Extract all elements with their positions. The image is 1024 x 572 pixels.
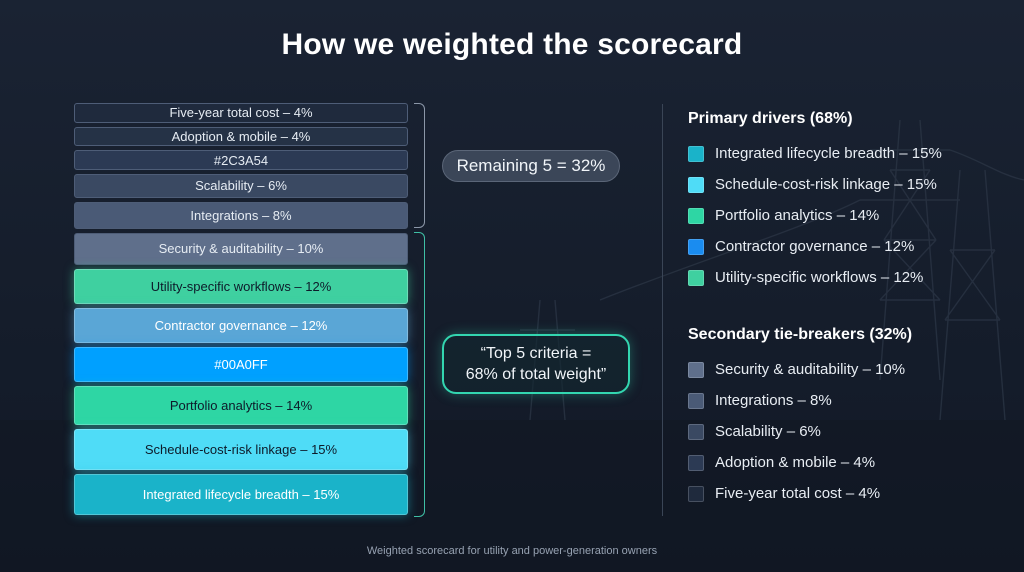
stack-segment: Contractor governance – 12%	[74, 307, 408, 343]
legend-label: Portfolio analytics – 14%	[715, 207, 880, 224]
legend-label: Integrated lifecycle breadth – 15%	[715, 145, 942, 162]
stack-segment: Adoption & mobile – 4%	[74, 126, 408, 147]
legend-item: Scalability – 6%	[688, 423, 821, 440]
stacked-weight-bar: Five-year total cost – 4% Adoption & mobi…	[0, 0, 420, 530]
legend-swatch	[688, 207, 704, 224]
stack-segment: #2C3A54	[74, 150, 408, 171]
stack-segment: #00A0FF	[74, 346, 408, 383]
legend-swatch	[688, 392, 704, 409]
legend-item: Contractor governance – 12%	[688, 238, 914, 255]
legend-label: Adoption & mobile – 4%	[715, 454, 876, 471]
legend-swatch	[688, 238, 704, 255]
top5-callout-line-2: 68% of total weight”	[465, 366, 607, 383]
legend-swatch	[688, 485, 704, 502]
stack-segment: Scalability – 6%	[74, 174, 408, 198]
legend-item: Five-year total cost – 4%	[688, 485, 880, 502]
stack-segment: Portfolio analytics – 14%	[74, 386, 408, 426]
legend-swatch	[688, 176, 704, 193]
footer-caption: Weighted scorecard for utility and power…	[366, 545, 658, 557]
legend-swatch	[688, 454, 704, 471]
legend-label: Schedule-cost-risk linkage – 15%	[715, 176, 937, 193]
legend-label: Scalability – 6%	[715, 423, 821, 440]
legend-item: Utility-specific workflows – 12%	[688, 269, 923, 286]
stack-segment: Integrated lifecycle breadth – 15%	[74, 474, 408, 515]
legend-primary-heading: Primary drivers (68%)	[688, 110, 853, 127]
remaining-callout: Remaining 5 = 32%	[442, 150, 620, 182]
legend-label: Utility-specific workflows – 12%	[715, 269, 924, 286]
stack-segment: Utility-specific workflows – 12%	[74, 268, 408, 304]
legend-label: Security & auditability – 10%	[715, 361, 906, 378]
legend-label: Contractor governance – 12%	[715, 238, 915, 255]
legend-item: Schedule-cost-risk linkage – 15%	[688, 176, 937, 193]
section-divider	[662, 104, 663, 516]
top5-group-bracket	[414, 232, 425, 517]
remaining-group-bracket	[414, 103, 425, 228]
stack-segment: Security & auditability – 10%	[74, 233, 408, 265]
legend-item: Portfolio analytics – 14%	[688, 207, 879, 224]
legend-label: Five-year total cost – 4%	[715, 485, 881, 502]
stack-segment: Five-year total cost – 4%	[74, 103, 408, 123]
stack-segment: Integrations – 8%	[74, 201, 408, 230]
top5-callout-line-1: “Top 5 criteria =	[480, 345, 592, 362]
legend-label: Integrations – 8%	[715, 392, 832, 409]
legend-item: Integrations – 8%	[688, 392, 832, 409]
legend-swatch	[688, 145, 704, 162]
legend-swatch	[688, 269, 704, 286]
page-title: How we weighted the scorecard	[281, 28, 743, 61]
legend-item: Integrated lifecycle breadth – 15%	[688, 145, 942, 162]
legend-swatch	[688, 361, 704, 378]
legend-item: Adoption & mobile – 4%	[688, 454, 875, 471]
stack-segment: Schedule-cost-risk linkage – 15%	[74, 429, 408, 471]
legend-secondary-heading: Secondary tie-breakers (32%)	[688, 326, 913, 343]
top5-callout: “Top 5 criteria = 68% of total weight”	[442, 334, 630, 394]
legend-item: Security & auditability – 10%	[688, 361, 905, 378]
legend-swatch	[688, 423, 704, 440]
